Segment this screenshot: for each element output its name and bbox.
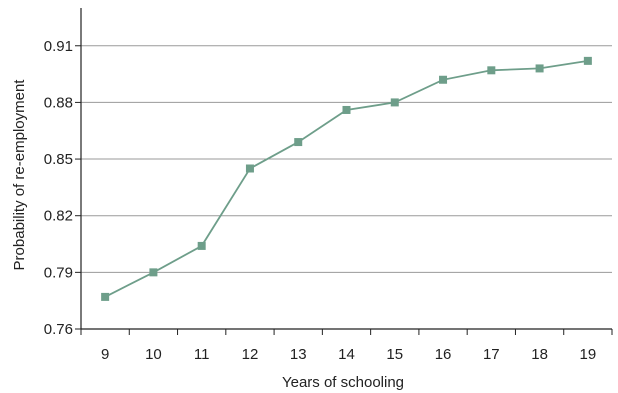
data-point	[342, 105, 351, 114]
y-axis-title: Probability of re-employment	[11, 79, 28, 271]
data-point	[101, 292, 110, 301]
x-tick-label: 17	[483, 346, 500, 363]
data-point	[245, 164, 254, 173]
gridlines	[81, 45, 612, 273]
data-point	[583, 56, 592, 65]
data-point	[535, 64, 544, 73]
x-tick-label: 15	[386, 346, 403, 363]
data-series	[101, 56, 592, 301]
y-tick-label: 0.85	[44, 151, 73, 168]
data-point	[439, 75, 448, 84]
data-point	[487, 66, 496, 75]
x-tick-label: 16	[435, 346, 452, 363]
y-tick-label: 0.79	[44, 264, 73, 281]
x-tick-label: 13	[290, 346, 307, 363]
y-tick-label: 0.91	[44, 38, 73, 55]
x-tick-label: 12	[242, 346, 259, 363]
x-tick-label: 18	[531, 346, 548, 363]
data-point	[149, 268, 158, 277]
x-axis: 9 10 11 12 13 14 15 16 17 18 19	[80, 328, 613, 363]
data-point	[197, 241, 206, 250]
x-tick-label: 11	[194, 346, 210, 363]
series-line	[104, 60, 589, 298]
y-axis: 0.76 0.79 0.82 0.85 0.88 0.91	[44, 8, 82, 338]
x-tick-label: 10	[145, 346, 162, 363]
y-tick-label: 0.82	[44, 208, 73, 225]
x-axis-title: Years of schooling	[282, 374, 404, 391]
x-tick-label: 9	[101, 346, 109, 363]
data-point	[390, 98, 399, 107]
x-tick-label: 14	[338, 346, 355, 363]
data-point	[294, 138, 303, 147]
y-tick-label: 0.76	[44, 321, 73, 338]
y-tick-label: 0.88	[44, 94, 73, 111]
x-tick-label: 19	[580, 346, 597, 363]
